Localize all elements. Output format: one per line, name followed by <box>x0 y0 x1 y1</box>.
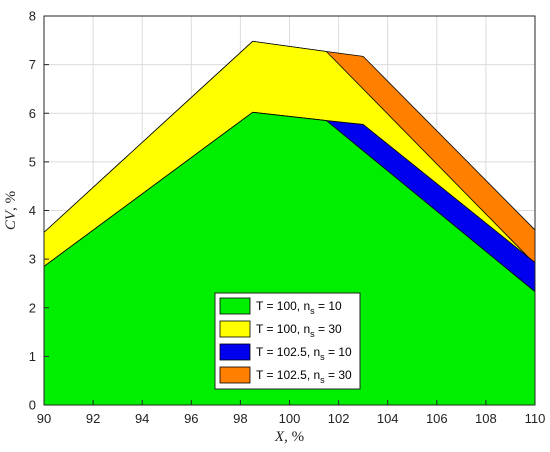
x-axis-unit: , % <box>284 429 304 445</box>
y-tick-label: 8 <box>29 9 36 24</box>
y-axis-unit: , % <box>3 191 19 211</box>
legend-label: T = 100, ns = 10 <box>256 299 342 316</box>
y-tick-label: 0 <box>29 398 36 413</box>
x-tick-label: 102 <box>328 411 350 426</box>
y-tick-label: 2 <box>29 300 36 315</box>
y-tick-label: 3 <box>29 252 36 267</box>
x-tick-label: 94 <box>135 411 149 426</box>
legend-swatch <box>219 320 251 338</box>
x-axis-ticks: 90 92 94 96 98 100 102 104 106 108 110 <box>37 400 546 426</box>
legend-label: T = 102.5, ns = 30 <box>256 368 352 385</box>
x-tick-label: 104 <box>377 411 399 426</box>
legend: T = 100, ns = 10 T = 100, ns = 30 T = 102.… <box>214 292 361 390</box>
y-axis-variable: CV <box>3 209 19 230</box>
y-tick-label: 7 <box>29 57 36 72</box>
x-tick-label: 92 <box>86 411 100 426</box>
x-axis-variable: X <box>274 429 285 445</box>
x-tick-label: 106 <box>426 411 448 426</box>
y-tick-label: 5 <box>29 154 36 169</box>
legend-swatch <box>219 343 251 361</box>
x-tick-label: 96 <box>184 411 198 426</box>
x-tick-label: 100 <box>279 411 301 426</box>
x-axis-label: X, % <box>274 429 304 445</box>
y-axis-ticks: 0 1 2 3 4 5 6 7 8 <box>29 9 49 413</box>
y-tick-label: 1 <box>29 349 36 364</box>
x-tick-label: 98 <box>233 411 247 426</box>
x-tick-label: 108 <box>475 411 497 426</box>
y-tick-label: 6 <box>29 106 36 121</box>
y-tick-label: 4 <box>29 203 36 218</box>
area-series-group <box>43 40 536 406</box>
y-axis-label: CV, % <box>3 191 19 230</box>
legend-label: T = 100, ns = 30 <box>256 322 342 339</box>
legend-label: T = 102.5, ns = 10 <box>256 345 352 362</box>
legend-swatch <box>219 297 251 315</box>
x-tick-label: 90 <box>37 411 51 426</box>
x-tick-label: 110 <box>525 411 546 426</box>
legend-swatch <box>219 366 251 384</box>
